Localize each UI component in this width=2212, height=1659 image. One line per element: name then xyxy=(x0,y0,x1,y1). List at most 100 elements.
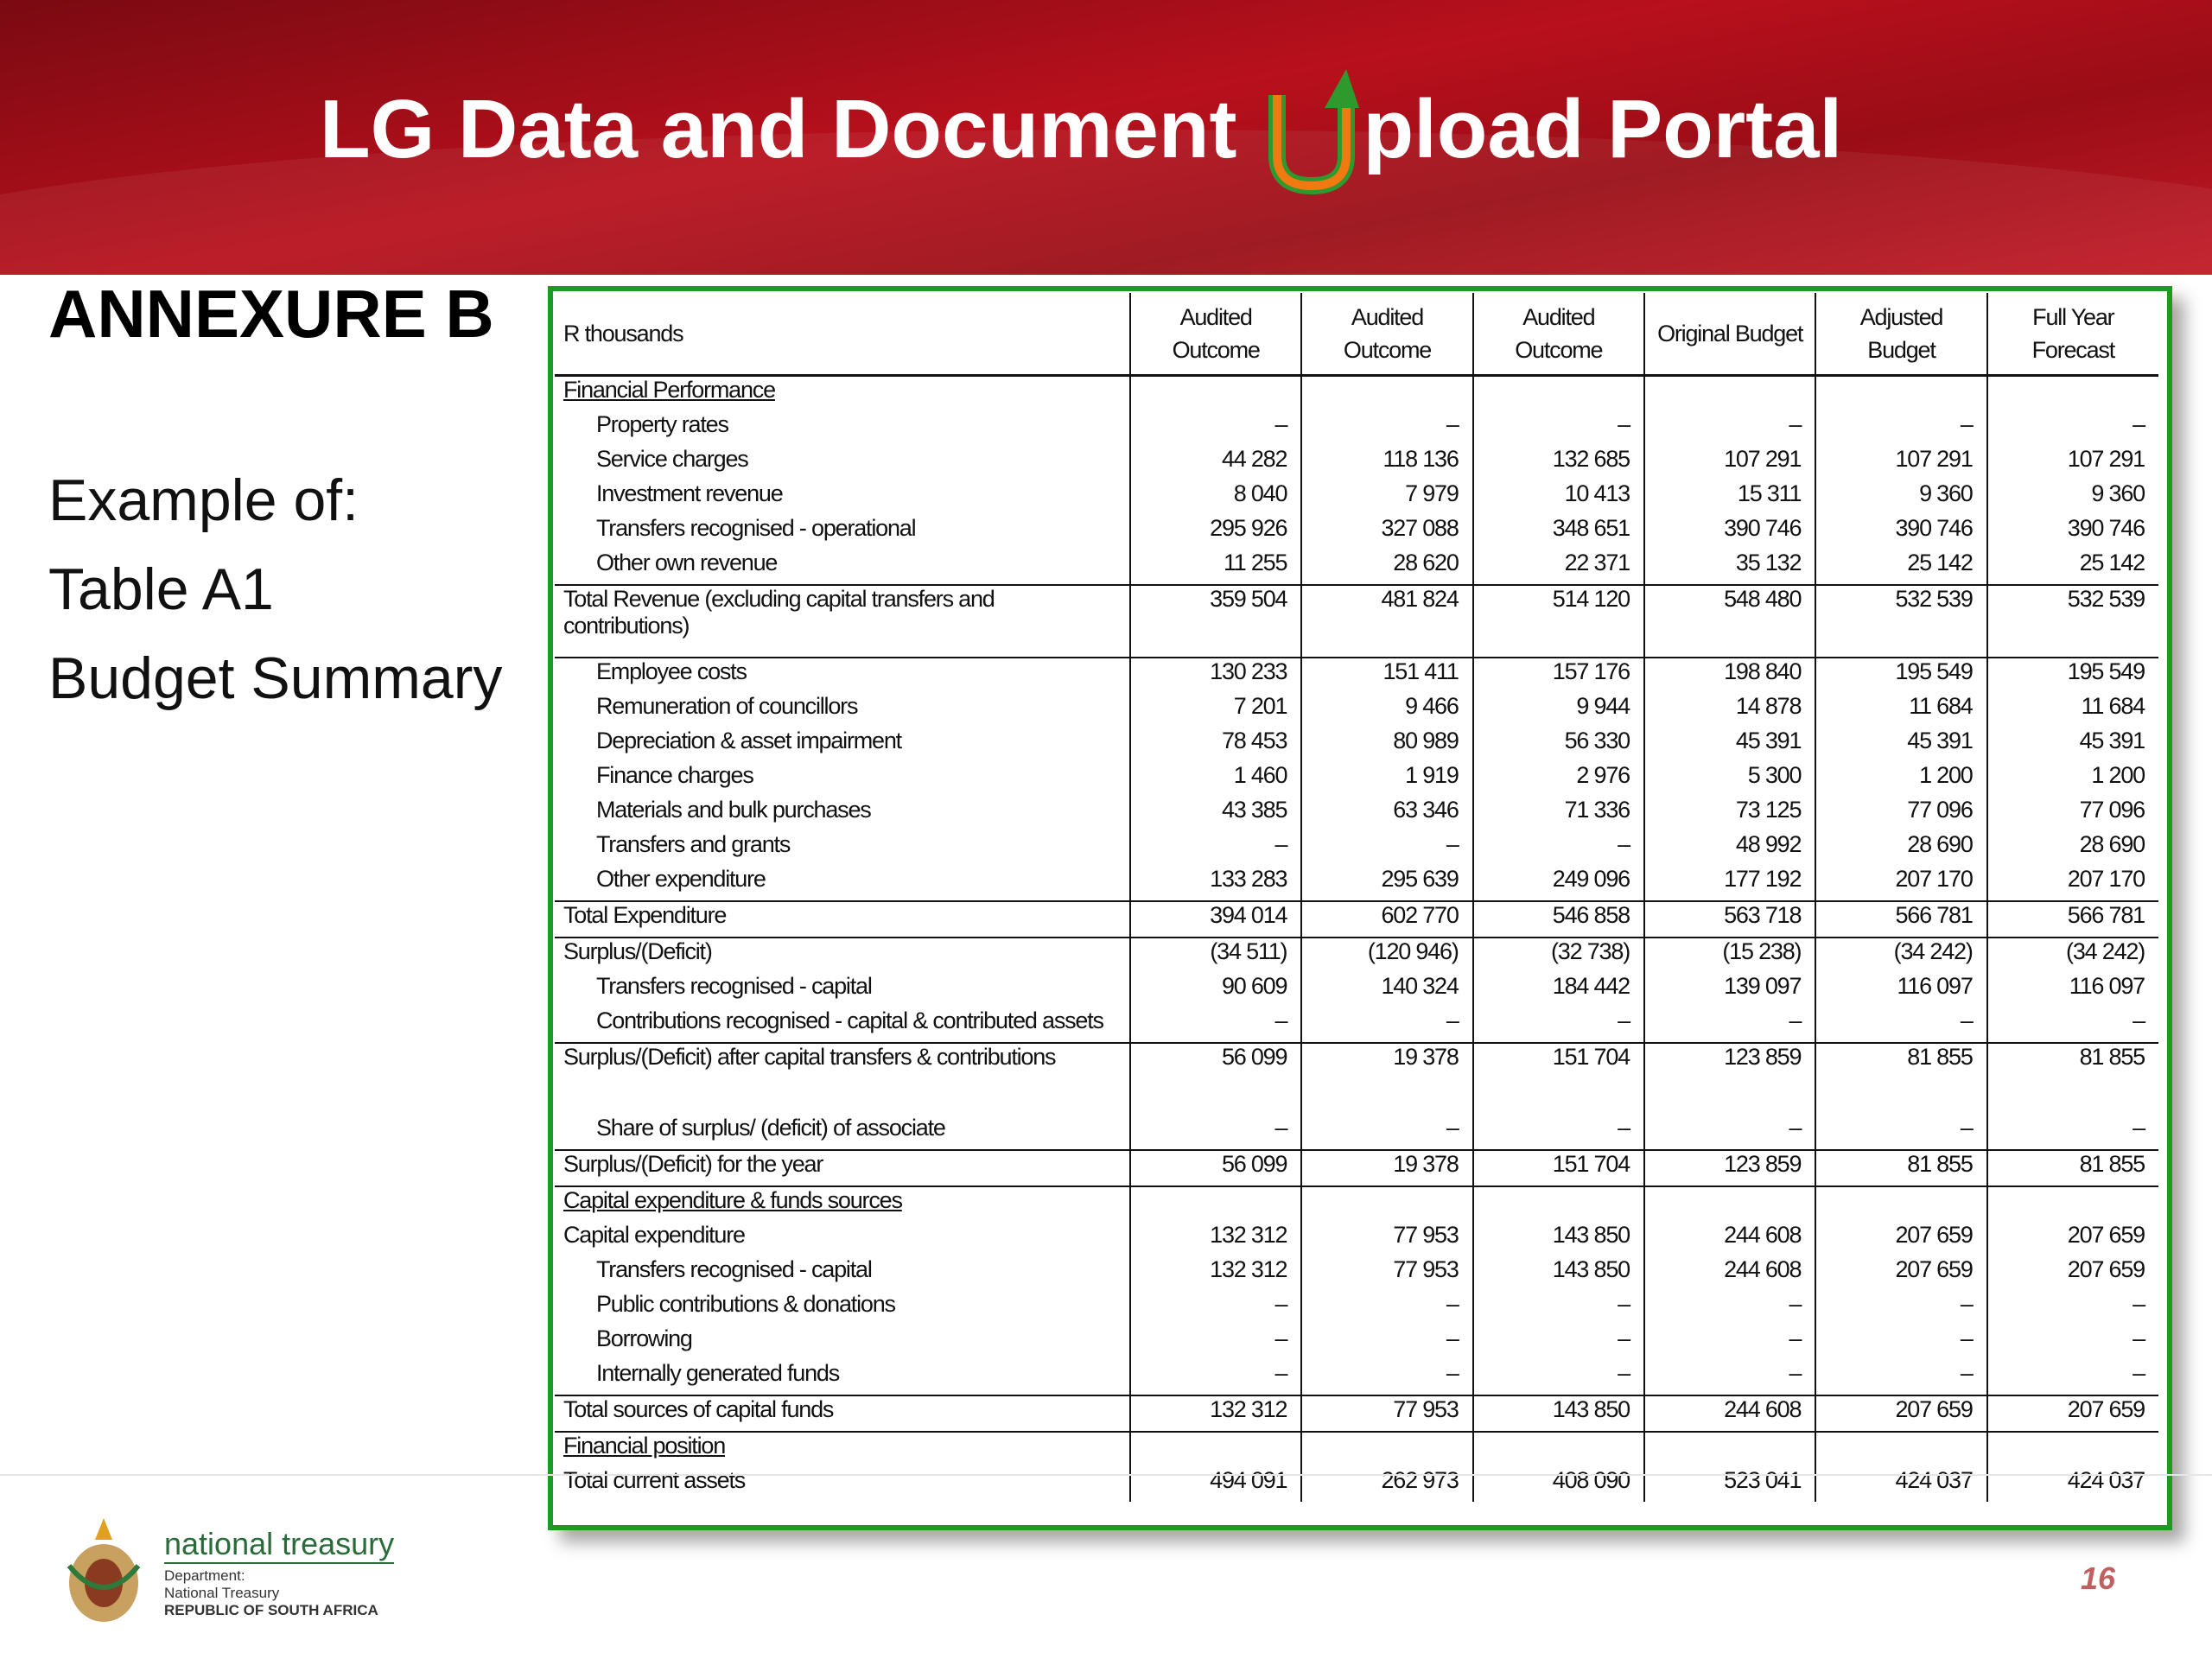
table-row: Surplus/(Deficit) (34 511) (120 946) (32 73… xyxy=(555,937,2158,973)
cell-value: 143 850 xyxy=(1471,1222,1644,1256)
table-row: Total current assets 494 091 262 973 408 09… xyxy=(555,1467,2158,1502)
row-label: Transfers and grants xyxy=(596,831,791,857)
cell-value: 35 132 xyxy=(1643,550,1816,585)
cell-value: 44 282 xyxy=(1128,446,1302,480)
cell-value: 73 125 xyxy=(1643,797,1816,831)
title: LG Data and Document U pload Portal xyxy=(320,60,1842,199)
cell-value: – xyxy=(1128,1360,1302,1395)
cell-value: 1 919 xyxy=(1300,762,1473,797)
cell-value: – xyxy=(1815,1360,1987,1395)
cell-value: 28 690 xyxy=(1986,831,2158,866)
cell-value: 25 142 xyxy=(1986,550,2158,585)
cell-value: 77 096 xyxy=(1986,797,2158,831)
cell-value: 295 926 xyxy=(1128,515,1302,550)
table-row: Remuneration of councillors 7 201 9 466 9 9… xyxy=(555,693,2158,728)
cell-value: 207 659 xyxy=(1815,1256,1987,1291)
cell-value: – xyxy=(1128,1291,1302,1325)
dept-line: Department: xyxy=(164,1567,245,1584)
row-label: Total Revenue (excluding capital transfe… xyxy=(555,584,1130,658)
cell-value xyxy=(1643,375,1816,411)
table-row: Transfers recognised - capital 132 312 77 … xyxy=(555,1256,2158,1291)
cell-value xyxy=(1471,1185,1644,1222)
cell-value: 184 442 xyxy=(1471,973,1644,1007)
cell-value: 143 850 xyxy=(1471,1395,1644,1432)
table-row: Total sources of capital funds 132 312 77 … xyxy=(555,1395,2158,1432)
cell-value: – xyxy=(1643,1360,1816,1395)
cell-value xyxy=(1471,375,1644,411)
cell-value: 390 746 xyxy=(1986,515,2158,550)
cell-value: 494 091 xyxy=(1128,1467,1302,1502)
cell-value: 9 360 xyxy=(1986,480,2158,515)
cell-value: 546 858 xyxy=(1471,900,1644,938)
cell-value: 207 659 xyxy=(1986,1222,2158,1256)
cell-value: (34 242) xyxy=(1986,937,2158,973)
cell-value: 8 040 xyxy=(1128,480,1302,515)
page-number: 16 xyxy=(2081,1560,2116,1596)
cell-value: 262 973 xyxy=(1300,1467,1473,1502)
row-label: Depreciation & asset impairment xyxy=(596,728,902,753)
cell-value: – xyxy=(1128,411,1302,446)
cell-value: 77 953 xyxy=(1300,1395,1473,1432)
table-row: Transfers recognised - capital 90 609 140 … xyxy=(555,973,2158,1007)
cell-value: 107 291 xyxy=(1643,446,1816,480)
cell-value: 207 659 xyxy=(1815,1222,1987,1256)
table-row: Financial position xyxy=(555,1431,2158,1467)
cell-value: 424 037 xyxy=(1815,1467,1987,1502)
side-text: Table A1 xyxy=(48,556,274,622)
row-label: Remuneration of councillors xyxy=(596,693,858,719)
cell-value: – xyxy=(1300,1007,1473,1043)
row-label: Capital expenditure xyxy=(563,1222,746,1248)
row-label: Total sources of capital funds xyxy=(555,1395,1130,1432)
cell-value: 7 979 xyxy=(1300,480,1473,515)
table-row: Finance charges 1 460 1 919 2 976 5 300 1 200… xyxy=(555,762,2158,797)
row-label: Transfers recognised - capital xyxy=(596,973,873,999)
cell-value: – xyxy=(1815,1325,1987,1360)
cell-value xyxy=(1643,1185,1816,1222)
cell-value: – xyxy=(1128,1325,1302,1360)
row-label: Investment revenue xyxy=(596,480,784,506)
cell-value: 130 233 xyxy=(1128,657,1302,693)
cell-value: 132 312 xyxy=(1128,1222,1302,1256)
table-row: Share of surplus/ (deficit) of associate… xyxy=(555,1115,2158,1150)
row-label: Employee costs xyxy=(555,657,1130,693)
cell-value: 195 549 xyxy=(1986,657,2158,693)
table-row: Borrowing – – – – – – xyxy=(555,1325,2158,1360)
cell-value: 207 170 xyxy=(1986,866,2158,901)
column-header: Original Budget xyxy=(1643,293,1816,377)
cell-value: – xyxy=(1471,1325,1644,1360)
cell-value: 9 466 xyxy=(1300,693,1473,728)
row-label: Surplus/(Deficit) xyxy=(555,937,1130,973)
table-row: Total Revenue (excluding capital transfe… xyxy=(555,584,2158,658)
cell-value: 198 840 xyxy=(1643,657,1816,693)
table-row: Depreciation & asset impairment 78 453 80 … xyxy=(555,728,2158,762)
row-label: Finance charges xyxy=(596,762,754,788)
row-label: Public contributions & donations xyxy=(596,1291,896,1317)
cell-value: 11 684 xyxy=(1986,693,2158,728)
row-label: Other own revenue xyxy=(596,550,778,575)
cell-value: 133 283 xyxy=(1128,866,1302,901)
cell-value: 566 781 xyxy=(1986,900,2158,938)
cell-value: 177 192 xyxy=(1643,866,1816,901)
cell-value: – xyxy=(1300,1115,1473,1150)
row-label: Materials and bulk purchases xyxy=(596,797,872,823)
column-header: Full Year Forecast xyxy=(1986,293,2158,377)
column-header: Audited Outcome xyxy=(1300,293,1473,377)
cell-value: 195 549 xyxy=(1815,657,1987,693)
table-row: Public contributions & donations – – – – – – xyxy=(555,1291,2158,1325)
row-label: Financial position xyxy=(555,1431,1130,1467)
side-text: Example of: xyxy=(48,467,359,533)
cell-value: – xyxy=(1986,1360,2158,1395)
row-label: Surplus/(Deficit) for the year xyxy=(555,1149,1130,1186)
cell-value: 523 041 xyxy=(1643,1467,1816,1502)
cell-value: 244 608 xyxy=(1643,1256,1816,1291)
cell-value: 132 685 xyxy=(1471,446,1644,480)
cell-value: 390 746 xyxy=(1815,515,1987,550)
cell-value: 132 312 xyxy=(1128,1395,1302,1432)
table-row: Internally generated funds – – – – – – xyxy=(555,1360,2158,1395)
cell-value: 207 659 xyxy=(1986,1256,2158,1291)
cell-value: 157 176 xyxy=(1471,657,1644,693)
cell-value xyxy=(1128,1431,1302,1467)
cell-value: 81 855 xyxy=(1815,1042,1987,1115)
cell-value: 140 324 xyxy=(1300,973,1473,1007)
cell-value: 1 200 xyxy=(1986,762,2158,797)
